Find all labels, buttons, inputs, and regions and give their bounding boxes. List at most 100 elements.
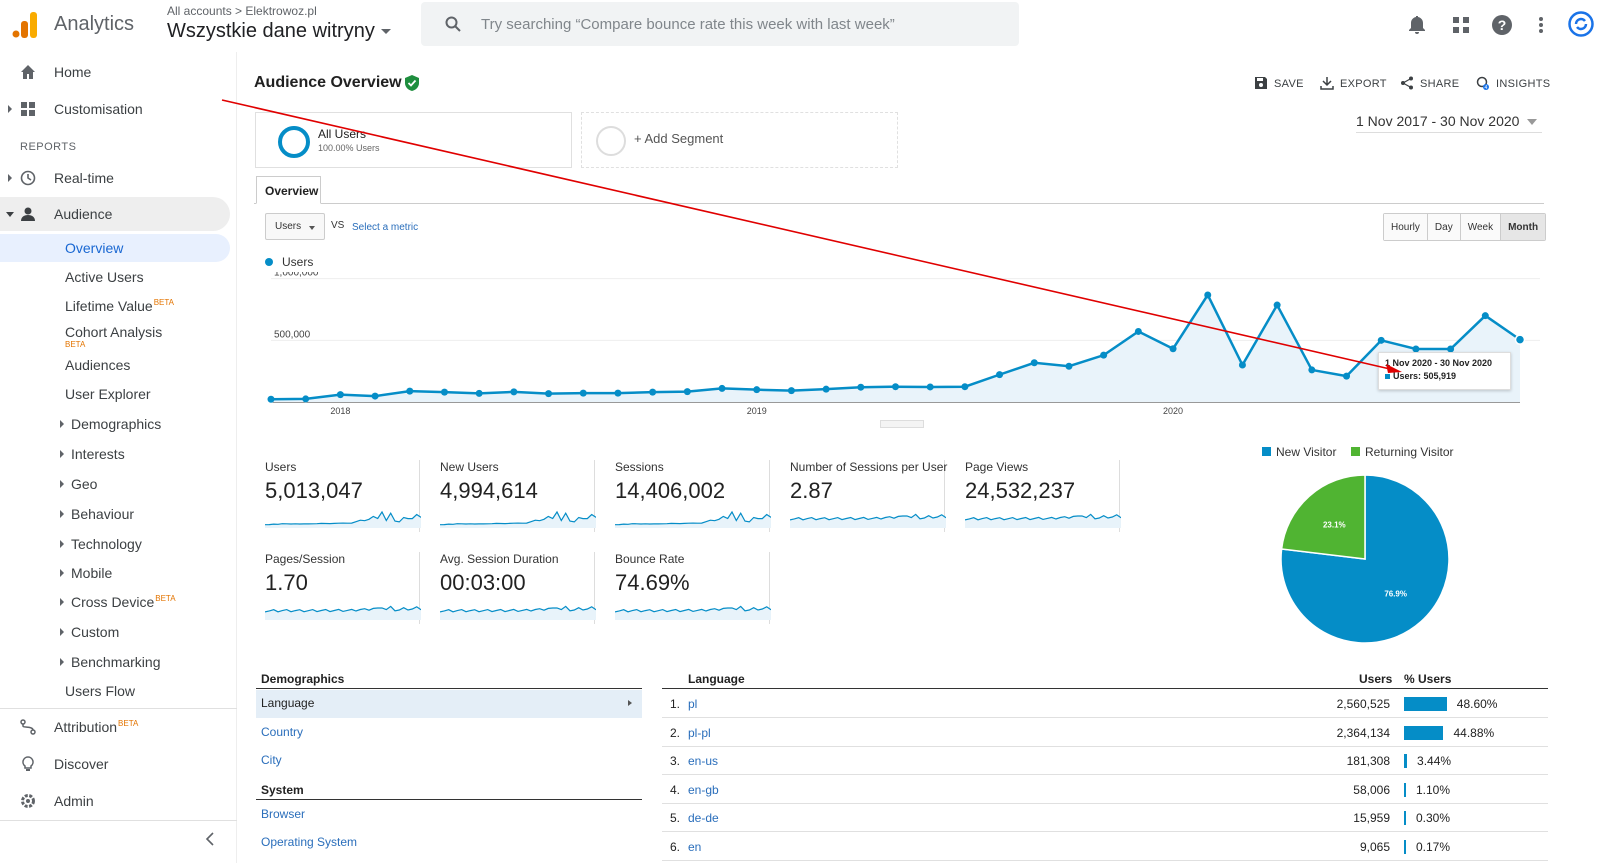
data-point[interactable] [1514, 334, 1526, 345]
data-point[interactable] [510, 388, 518, 396]
data-point[interactable] [718, 384, 726, 392]
sidebar-item-interests[interactable]: Interests [0, 440, 230, 468]
help-icon[interactable]: ? [1491, 14, 1513, 36]
kpi-avg-session-duration[interactable]: Avg. Session Duration 00:03:00 [425, 552, 596, 624]
sidebar-item-cohort-analysis[interactable]: Cohort Analysis BETA [0, 318, 230, 349]
data-point[interactable] [1377, 336, 1385, 344]
save-button[interactable]: SAVE [1254, 76, 1304, 90]
data-point[interactable] [1481, 312, 1489, 320]
data-point[interactable] [371, 392, 379, 400]
sidebar-item-home[interactable]: Home [0, 55, 230, 89]
date-range-picker[interactable]: 1 Nov 2017 - 30 Nov 2020 [1356, 113, 1538, 129]
pie-slice-new-visitor[interactable] [1280, 474, 1450, 644]
data-point[interactable] [857, 383, 865, 391]
sidebar-item-attribution[interactable]: AttributionBETA [0, 710, 230, 744]
sidebar-item-cross-device[interactable]: Cross DeviceBETA [0, 588, 230, 616]
kpi-page-views[interactable]: Page Views 24,532,237 [950, 460, 1121, 532]
select-metric-link[interactable]: Select a metric [352, 222, 419, 233]
users-line-chart[interactable]: 500,000 1,000,000 2018 2019 2020 [250, 272, 1550, 432]
data-point[interactable] [1412, 345, 1420, 353]
sidebar-item-geo[interactable]: Geo [0, 470, 230, 498]
data-point[interactable] [614, 389, 622, 397]
breadcrumb[interactable]: All accounts > Elektrowoz.pl [167, 4, 317, 18]
data-point[interactable] [683, 388, 691, 396]
data-point[interactable] [406, 387, 414, 395]
language-link[interactable]: de-de [688, 811, 719, 825]
language-link[interactable]: en-us [688, 754, 719, 768]
sidebar-item-benchmarking[interactable]: Benchmarking [0, 648, 230, 676]
sidebar-item-discover[interactable]: Discover [0, 747, 230, 781]
data-point[interactable] [545, 390, 553, 398]
segment-all-users[interactable]: All Users 100.00% Users [255, 112, 572, 168]
data-point[interactable] [649, 388, 657, 396]
language-link[interactable]: pl [688, 697, 698, 711]
visitor-type-pie-chart[interactable]: 76.9% 23.1% [1280, 474, 1450, 644]
export-button[interactable]: EXPORT [1320, 76, 1387, 90]
share-button[interactable]: SHARE [1400, 76, 1459, 90]
language-link[interactable]: en-gb [688, 782, 719, 797]
account-icon[interactable] [1568, 11, 1594, 37]
sidebar-item-behaviour[interactable]: Behaviour [0, 500, 230, 528]
kpi-sessions[interactable]: Sessions 14,406,002 [600, 460, 771, 532]
demographics-item-country[interactable]: Country [261, 725, 304, 739]
sidebar-item-technology[interactable]: Technology [0, 530, 230, 558]
sidebar-item-overview[interactable]: Overview [0, 234, 230, 262]
pie-slice-returning-visitor[interactable] [1280, 474, 1366, 560]
column-header-users[interactable]: Users [1359, 672, 1393, 686]
apps-icon[interactable] [1450, 14, 1472, 36]
data-point[interactable] [1238, 361, 1246, 369]
chevron-left-icon[interactable] [205, 832, 215, 846]
data-point[interactable] [1204, 291, 1212, 299]
data-point[interactable] [1308, 366, 1316, 374]
data-point[interactable] [1273, 301, 1281, 309]
sidebar-item-admin[interactable]: Admin [0, 784, 230, 818]
data-point[interactable] [1030, 359, 1038, 367]
granularity-day-button[interactable]: Day [1427, 214, 1461, 240]
kpi-users[interactable]: Users 5,013,047 [250, 460, 421, 532]
data-point[interactable] [579, 389, 587, 397]
data-point[interactable] [787, 387, 795, 395]
sidebar-item-lifetime-value[interactable]: Lifetime ValueBETA [0, 292, 230, 320]
more-vert-icon[interactable] [1530, 14, 1552, 36]
chart-resize-handle[interactable] [880, 420, 924, 428]
data-point[interactable] [1169, 345, 1177, 353]
data-point[interactable] [1100, 351, 1108, 359]
sidebar-item-users-flow[interactable]: Users Flow [0, 677, 230, 705]
search-input[interactable]: Try searching “Compare bounce rate this … [421, 2, 1019, 46]
sidebar-item-custom[interactable]: Custom [0, 618, 230, 646]
language-link[interactable]: pl-pl [688, 725, 711, 740]
sidebar-item-demographics[interactable]: Demographics [0, 410, 230, 438]
insights-button[interactable]: 4 INSIGHTS [1476, 76, 1550, 91]
granularity-hourly-button[interactable]: Hourly [1384, 214, 1428, 240]
data-point[interactable] [892, 383, 899, 391]
kpi-pages-session[interactable]: Pages/Session 1.70 [250, 552, 421, 624]
sidebar-item-active-users[interactable]: Active Users [0, 263, 230, 291]
sidebar-item-mobile[interactable]: Mobile [0, 559, 230, 587]
data-point[interactable] [961, 383, 969, 391]
system-item-browser[interactable]: Browser [261, 807, 306, 821]
sidebar-item-realtime[interactable]: Real-time [0, 161, 230, 195]
data-point[interactable] [1065, 362, 1073, 370]
data-point[interactable] [996, 371, 1004, 379]
data-point[interactable] [926, 383, 934, 391]
metric-select[interactable]: Users [265, 213, 325, 240]
sidebar-item-audiences[interactable]: Audiences [0, 351, 230, 379]
tab-overview[interactable]: Overview [256, 176, 321, 204]
bell-icon[interactable] [1406, 14, 1428, 36]
sidebar-item-audience[interactable]: Audience [0, 197, 230, 231]
add-segment-button[interactable]: + Add Segment [581, 112, 898, 168]
data-point[interactable] [336, 391, 344, 399]
sidebar-item-customisation[interactable]: Customisation [0, 92, 230, 126]
property-selector[interactable]: Wszystkie dane witryny [167, 20, 391, 43]
data-point[interactable] [822, 385, 830, 393]
data-point[interactable] [267, 395, 275, 403]
granularity-week-button[interactable]: Week [1460, 214, 1502, 240]
data-point[interactable] [1447, 345, 1455, 353]
data-point[interactable] [1343, 372, 1351, 380]
data-point[interactable] [302, 395, 310, 403]
data-point[interactable] [475, 389, 483, 397]
kpi-bounce-rate[interactable]: Bounce Rate 74.69% [600, 552, 771, 624]
granularity-month-button[interactable]: Month [1501, 214, 1546, 240]
data-point[interactable] [440, 388, 448, 396]
sidebar-item-user-explorer[interactable]: User Explorer [0, 380, 230, 408]
